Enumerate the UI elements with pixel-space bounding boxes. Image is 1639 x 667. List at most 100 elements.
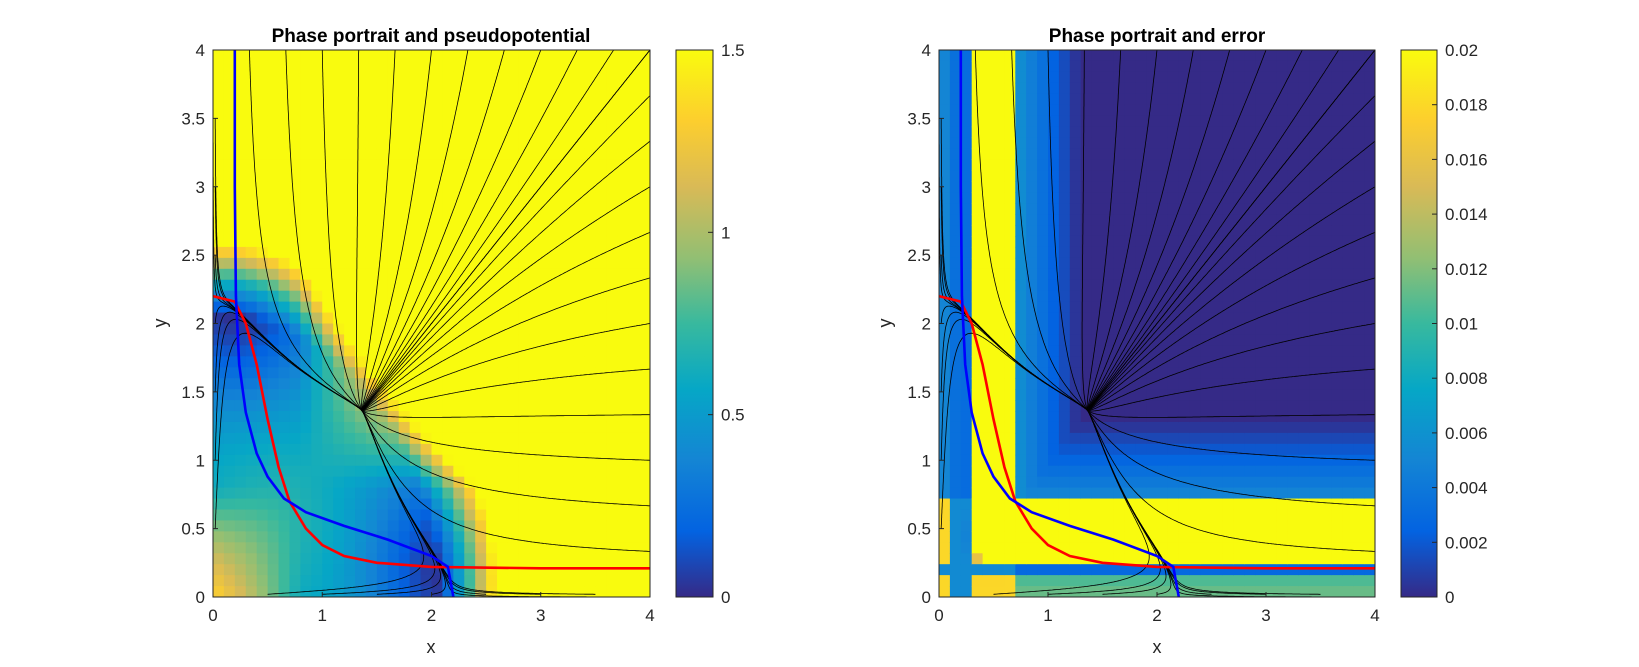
heatmap-cell	[1287, 181, 1300, 193]
heatmap-cell	[409, 159, 422, 171]
heatmap-cell	[409, 203, 422, 215]
heatmap-cell	[1298, 225, 1311, 237]
heatmap-cell	[1320, 246, 1332, 259]
heatmap-cell	[1113, 148, 1125, 160]
heatmap-cell	[486, 60, 498, 73]
heatmap-cell	[628, 564, 640, 576]
heatmap-cell	[333, 553, 345, 565]
heatmap-cell	[453, 257, 465, 270]
heatmap-cell	[311, 531, 323, 543]
heatmap-cell	[398, 159, 411, 171]
heatmap-cell	[420, 192, 433, 204]
heatmap-cell	[1266, 323, 1278, 336]
heatmap-cell	[1124, 137, 1136, 150]
heatmap-cell	[1124, 192, 1136, 204]
trajectory-line	[361, 410, 596, 595]
heatmap-cell	[398, 301, 411, 314]
heatmap-cell	[398, 334, 411, 346]
heatmap-cell	[1287, 312, 1300, 325]
heatmap-cell	[497, 312, 509, 325]
heatmap-cell	[1135, 71, 1147, 84]
heatmap-cell	[311, 115, 323, 128]
heatmap-cell	[606, 104, 618, 117]
heatmap-cell	[982, 553, 995, 565]
heatmap-cell	[1211, 498, 1223, 511]
heatmap-cell	[256, 476, 269, 489]
heatmap-cell	[333, 301, 345, 314]
heatmap-cell	[1364, 498, 1375, 511]
heatmap-cell	[1178, 575, 1191, 587]
heatmap-cell	[1233, 268, 1245, 281]
heatmap-cell	[1266, 301, 1278, 314]
heatmap-cell	[1266, 378, 1278, 390]
heatmap-cell	[1353, 192, 1365, 204]
heatmap-cell	[497, 586, 509, 597]
heatmap-cell	[606, 443, 618, 456]
heatmap-cell	[1222, 104, 1234, 117]
heatmap-cell	[1167, 268, 1180, 281]
heatmap-cell	[289, 246, 302, 259]
heatmap-cell	[1255, 389, 1267, 401]
heatmap-cell	[1287, 345, 1300, 357]
heatmap-cell	[213, 542, 225, 554]
heatmap-cell	[1298, 50, 1311, 62]
left-colorbar-ticks: 00.511.5	[708, 41, 745, 607]
heatmap-cell	[628, 476, 640, 489]
heatmap-cell	[628, 71, 640, 84]
heatmap-cell	[1342, 50, 1354, 62]
heatmap-cell	[1069, 203, 1082, 215]
heatmap-cell	[960, 192, 973, 204]
heatmap-cell	[1015, 509, 1027, 522]
heatmap-cell	[518, 476, 531, 489]
heatmap-cell	[1146, 421, 1158, 434]
heatmap-cell	[1287, 564, 1300, 576]
heatmap-cell	[584, 115, 596, 128]
heatmap-cell	[311, 564, 323, 576]
heatmap-cell	[431, 301, 444, 314]
heatmap-cell	[1091, 432, 1104, 445]
heatmap-cell	[1113, 214, 1125, 226]
heatmap-cell	[1331, 290, 1343, 303]
heatmap-cell	[223, 93, 236, 106]
heatmap-cell	[442, 553, 454, 565]
heatmap-cell	[982, 476, 995, 489]
heatmap-cell	[1287, 509, 1300, 522]
heatmap-cell	[1058, 82, 1071, 95]
heatmap-cell	[1320, 93, 1332, 106]
heatmap-cell	[939, 257, 951, 270]
heatmap-cell	[1080, 159, 1093, 171]
heatmap-cell	[322, 520, 334, 532]
heatmap-cell	[311, 148, 323, 160]
heatmap-cell	[486, 323, 498, 336]
heatmap-cell	[289, 575, 302, 587]
heatmap-cell	[551, 367, 564, 379]
heatmap-cell	[333, 498, 345, 511]
heatmap-cell	[1244, 312, 1256, 325]
heatmap-cell	[1015, 290, 1027, 303]
heatmap-cell	[1364, 465, 1375, 478]
heatmap-cell	[606, 498, 618, 511]
heatmap-cell	[573, 378, 586, 390]
heatmap-cell	[639, 71, 650, 84]
heatmap-cell	[300, 235, 312, 248]
heatmap-cell	[982, 421, 995, 434]
heatmap-cell	[1102, 279, 1114, 292]
heatmap-cell	[960, 257, 973, 270]
heatmap-cell	[1309, 126, 1322, 139]
heatmap-cell	[213, 312, 225, 325]
heatmap-cell	[1037, 137, 1049, 150]
heatmap-cell	[1102, 323, 1114, 336]
heatmap-cell	[1157, 104, 1169, 117]
heatmap-cell	[1309, 356, 1322, 368]
heatmap-cell	[431, 323, 444, 336]
heatmap-cell	[1222, 312, 1234, 325]
heatmap-cell	[949, 509, 962, 522]
y-tick-label: 0	[196, 588, 205, 607]
heatmap-cell	[562, 301, 575, 314]
heatmap-cell	[475, 520, 487, 532]
heatmap-cell	[617, 71, 629, 84]
heatmap-cell	[617, 246, 629, 259]
heatmap-cell	[387, 246, 400, 259]
heatmap-cell	[1200, 454, 1213, 467]
heatmap-cell	[1309, 235, 1322, 248]
